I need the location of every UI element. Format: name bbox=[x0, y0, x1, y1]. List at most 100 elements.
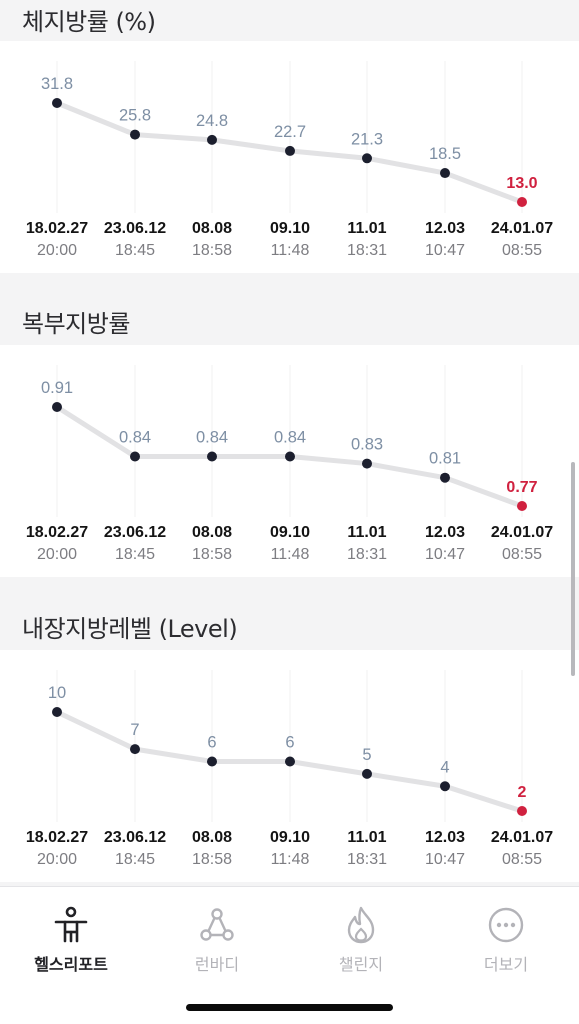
bottom-tab-bar: 헬스리포트 런바디 챌린지 더보기 bbox=[0, 886, 579, 1024]
x-tick-date: 08.08 bbox=[192, 829, 232, 846]
x-tick-time: 08:55 bbox=[502, 851, 542, 868]
data-label: 10 bbox=[48, 684, 66, 702]
data-point bbox=[130, 451, 140, 462]
x-tick-date: 23.06.12 bbox=[104, 220, 166, 237]
abdominal-fat-chart: 0.91 18.02.27 20:00 0.84 23.06.12 18:45 0.84 08… bbox=[26, 365, 553, 563]
section-title-abdominal-fat: 복부지방률 bbox=[22, 310, 130, 338]
data-label: 0.77 bbox=[506, 479, 537, 496]
data-label: 6 bbox=[285, 734, 294, 752]
data-point bbox=[517, 806, 527, 816]
data-point bbox=[207, 756, 217, 767]
x-tick-date: 18.02.27 bbox=[26, 524, 88, 541]
data-point bbox=[362, 458, 372, 469]
x-tick-date: 09.10 bbox=[270, 829, 310, 846]
tab-label-challenge: 챌린지 bbox=[338, 955, 384, 974]
x-tick-date: 12.03 bbox=[425, 829, 465, 846]
chart-card-visceral-fat: 10 18.02.27 20:00 7 23.06.12 18:45 6 08.08 18:58… bbox=[0, 650, 579, 882]
data-label: 24.8 bbox=[196, 112, 228, 130]
x-tick-time: 11:48 bbox=[271, 546, 310, 563]
x-tick-time: 11:48 bbox=[271, 851, 310, 868]
x-tick-date: 08.08 bbox=[192, 524, 232, 541]
visceral-fat-chart: 10 18.02.27 20:00 7 23.06.12 18:45 6 08.08 18:58… bbox=[26, 670, 553, 868]
x-tick-time: 18:58 bbox=[192, 546, 232, 563]
data-label: 25.8 bbox=[119, 107, 151, 125]
x-tick-date: 24.01.07 bbox=[491, 524, 553, 541]
data-point bbox=[130, 129, 140, 140]
x-tick-time: 10:47 bbox=[425, 851, 465, 868]
data-label: 22.7 bbox=[274, 123, 306, 141]
x-tick-time: 10:47 bbox=[425, 242, 465, 259]
data-point bbox=[207, 451, 217, 462]
data-label: 5 bbox=[362, 746, 371, 764]
x-tick-date: 09.10 bbox=[270, 220, 310, 237]
data-point bbox=[362, 768, 372, 779]
tab-health-report[interactable]: 헬스리포트 bbox=[11, 905, 131, 975]
data-point bbox=[285, 756, 295, 767]
data-label: 13.0 bbox=[506, 175, 537, 192]
x-tick-time: 18:31 bbox=[347, 851, 387, 868]
person-figure-icon bbox=[54, 906, 88, 943]
more-dots-icon bbox=[488, 907, 524, 943]
tab-challenge[interactable]: 챌린지 bbox=[301, 905, 421, 975]
connected-nodes-icon bbox=[200, 908, 234, 941]
data-label: 0.84 bbox=[196, 429, 228, 447]
x-tick-time: 18:58 bbox=[192, 851, 232, 868]
x-tick-time: 20:00 bbox=[37, 242, 77, 259]
data-label: 4 bbox=[440, 758, 449, 776]
section-title-body-fat: 체지방률 (%) bbox=[22, 8, 156, 36]
data-label: 2 bbox=[518, 784, 527, 801]
data-point bbox=[52, 402, 62, 412]
data-label: 0.81 bbox=[429, 450, 461, 468]
x-tick-date: 24.01.07 bbox=[491, 829, 553, 846]
flame-icon bbox=[347, 906, 375, 944]
data-label: 0.83 bbox=[351, 436, 383, 454]
x-tick-time: 18:45 bbox=[115, 546, 155, 563]
x-tick-time: 11:48 bbox=[271, 242, 310, 259]
data-point bbox=[440, 168, 450, 179]
x-tick-date: 12.03 bbox=[425, 220, 465, 237]
tab-runbody[interactable]: 런바디 bbox=[157, 905, 277, 975]
x-tick-date: 23.06.12 bbox=[104, 829, 166, 846]
tab-label-more: 더보기 bbox=[483, 955, 529, 974]
x-tick-time: 08:55 bbox=[502, 242, 542, 259]
x-tick-date: 12.03 bbox=[425, 524, 465, 541]
data-point bbox=[285, 451, 295, 462]
body-fat-chart: 31.8 18.02.27 20:00 25.8 23.06.12 18:45 24.8 08… bbox=[26, 61, 553, 259]
x-tick-date: 11.01 bbox=[347, 829, 386, 846]
x-tick-date: 11.01 bbox=[347, 220, 386, 237]
data-point bbox=[207, 134, 217, 145]
tab-label-health-report: 헬스리포트 bbox=[34, 955, 108, 974]
data-point bbox=[517, 197, 527, 207]
scrollbar[interactable] bbox=[571, 462, 575, 676]
x-tick-date: 23.06.12 bbox=[104, 524, 166, 541]
x-tick-time: 18:31 bbox=[347, 546, 387, 563]
x-tick-date: 08.08 bbox=[192, 220, 232, 237]
x-tick-time: 18:45 bbox=[115, 242, 155, 259]
data-point bbox=[285, 145, 295, 156]
data-label: 6 bbox=[207, 734, 216, 752]
data-point bbox=[517, 501, 527, 511]
x-tick-time: 18:31 bbox=[347, 242, 387, 259]
data-label: 0.91 bbox=[41, 379, 73, 397]
section-title-visceral-fat: 내장지방레벨 (Level) bbox=[22, 615, 238, 643]
home-indicator bbox=[186, 1004, 393, 1011]
x-tick-date: 24.01.07 bbox=[491, 220, 553, 237]
data-label: 18.5 bbox=[429, 145, 461, 163]
x-tick-date: 18.02.27 bbox=[26, 829, 88, 846]
chart-card-body-fat: 31.8 18.02.27 20:00 25.8 23.06.12 18:45 24.8 08… bbox=[0, 41, 579, 273]
data-point bbox=[52, 98, 62, 108]
x-tick-time: 20:00 bbox=[37, 546, 77, 563]
tab-more[interactable]: 더보기 bbox=[446, 905, 566, 975]
x-tick-time: 10:47 bbox=[425, 546, 465, 563]
data-label: 21.3 bbox=[351, 130, 383, 148]
x-tick-date: 18.02.27 bbox=[26, 220, 88, 237]
x-tick-date: 11.01 bbox=[347, 524, 386, 541]
x-tick-time: 20:00 bbox=[37, 851, 77, 868]
data-point bbox=[440, 472, 450, 483]
data-point bbox=[52, 707, 62, 717]
x-tick-time: 18:45 bbox=[115, 851, 155, 868]
data-label: 31.8 bbox=[41, 75, 73, 93]
x-tick-time: 18:58 bbox=[192, 242, 232, 259]
data-label: 0.84 bbox=[119, 429, 151, 447]
